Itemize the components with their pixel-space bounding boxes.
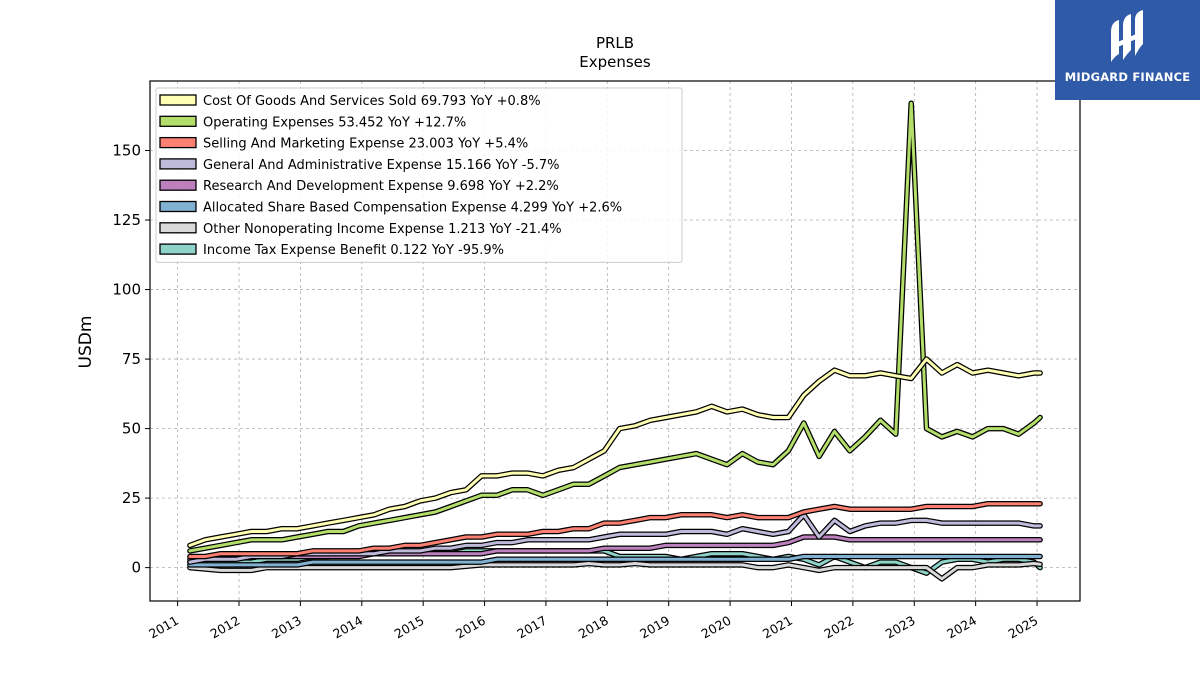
y-tick-label: 100 — [112, 281, 141, 299]
x-tick-label: 2019 — [637, 613, 672, 642]
x-tick-label: 2016 — [453, 613, 488, 642]
brand-name: MIDGARD FINANCE — [1064, 70, 1191, 84]
legend-label: Income Tax Expense Benefit 0.122 YoY -95… — [203, 243, 504, 258]
x-tick-label: 2021 — [760, 613, 795, 642]
series-2 — [187, 500, 1043, 560]
series-line — [188, 535, 1042, 561]
midgard-logo-icon — [1111, 10, 1143, 62]
series-1 — [187, 100, 1043, 554]
legend-swatch — [159, 200, 197, 213]
brand-logo: MIDGARD FINANCE — [1055, 0, 1200, 100]
legend-swatch — [159, 243, 197, 255]
x-tick-label: 2025 — [1005, 613, 1040, 642]
legend-label: Cost Of Goods And Services Sold 69.793 Y… — [203, 94, 541, 109]
legend-label: Other Nonoperating Income Expense 1.213 … — [203, 222, 562, 237]
legend-swatch — [159, 222, 197, 234]
chart-title: PRLB — [596, 34, 634, 52]
x-tick-label: 2013 — [269, 613, 304, 642]
x-tick-label: 2024 — [944, 613, 979, 642]
legend-label: Allocated Share Based Compensation Expen… — [203, 201, 622, 216]
x-tick-label: 2018 — [576, 613, 611, 642]
x-tick-label: 2023 — [883, 613, 918, 642]
y-tick-label: 75 — [122, 350, 141, 368]
series-line — [188, 101, 1042, 553]
series-outline — [187, 356, 1043, 549]
series-3 — [187, 512, 1043, 565]
y-tick-label: 25 — [122, 489, 141, 507]
y-tick-label: 150 — [112, 142, 141, 160]
y-tick-label: 50 — [122, 420, 141, 438]
legend-label: Research And Development Expense 9.698 Y… — [203, 179, 559, 194]
series-0 — [187, 356, 1043, 549]
x-tick-label: 2017 — [514, 613, 549, 642]
series-line — [188, 513, 1042, 564]
series-line — [188, 357, 1042, 547]
legend-box — [155, 87, 683, 263]
y-axis-label: USDm — [76, 316, 96, 369]
chart-subtitle: Expenses — [579, 53, 651, 71]
series-layer — [187, 100, 1043, 582]
series-5 — [187, 553, 1043, 568]
series-line — [188, 555, 1042, 567]
x-tick-label: 2014 — [330, 613, 365, 642]
x-tick-label: 2011 — [146, 613, 181, 642]
series-line — [188, 502, 1042, 558]
legend-swatch — [159, 158, 197, 170]
x-tick-label: 2015 — [392, 613, 427, 642]
legend-swatch — [159, 115, 197, 127]
y-tick-label: 0 — [131, 559, 141, 577]
x-tick-label: 2012 — [207, 613, 242, 642]
legend-label: Operating Expenses 53.452 YoY +12.7% — [203, 115, 466, 130]
plot-frame — [149, 80, 1081, 602]
legend: Cost Of Goods And Services Sold 69.793 Y… — [155, 87, 683, 263]
legend-swatch — [159, 136, 197, 149]
series-line — [188, 562, 1042, 581]
x-tick-label: 2022 — [821, 613, 856, 642]
x-tick-label: 2020 — [699, 613, 734, 642]
legend-label: Selling And Marketing Expense 23.003 YoY… — [203, 137, 528, 152]
legend-swatch — [159, 94, 197, 106]
legend-swatch — [159, 179, 197, 191]
y-tick-label: 125 — [112, 211, 141, 229]
legend-label: General And Administrative Expense 15.16… — [203, 158, 560, 173]
series-6 — [187, 560, 1043, 582]
series-4 — [187, 534, 1043, 563]
